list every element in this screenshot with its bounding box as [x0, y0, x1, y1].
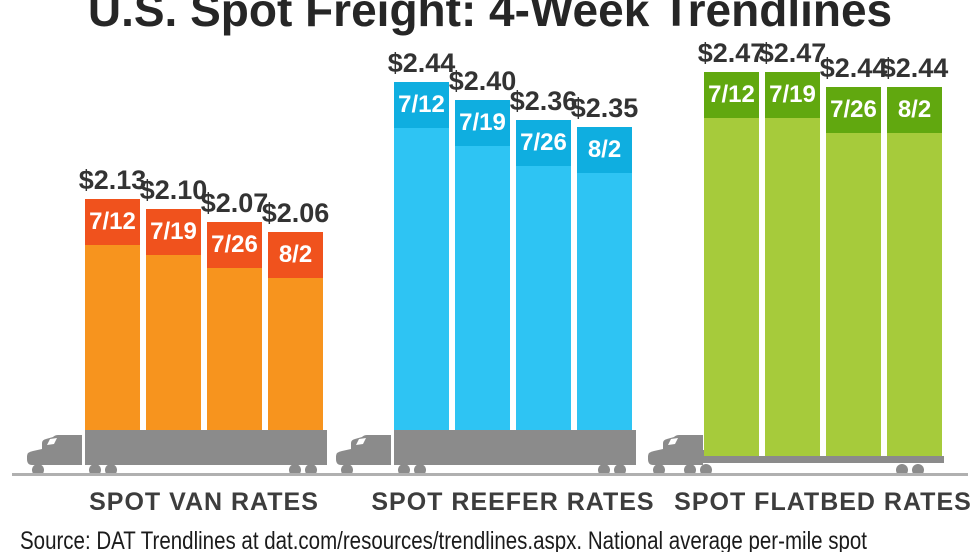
date-band: 8/2: [577, 127, 632, 173]
date-band: 7/19: [146, 209, 201, 255]
flatbed-bar-3: $2.44 7/26: [820, 53, 887, 456]
reefer-bar-4: $2.35 8/2: [571, 93, 638, 430]
value-label: $2.44: [880, 53, 949, 83]
source-note: Source: DAT Trendlines at dat.com/resour…: [20, 527, 867, 552]
value-label: $2.44: [819, 53, 888, 83]
date-band: 7/19: [455, 100, 510, 146]
date-band: 7/12: [704, 72, 759, 118]
van-truck-icon: [27, 430, 327, 476]
van-bar-2: $2.10 7/19: [140, 175, 207, 430]
reefer-bar-3: $2.36 7/26: [510, 86, 577, 430]
date-band: 8/2: [887, 87, 942, 133]
date-band: 7/19: [765, 72, 820, 118]
date-band: 7/26: [826, 87, 881, 133]
date-band: 8/2: [268, 232, 323, 278]
value-label: $2.47: [758, 38, 827, 68]
chart-title: U.S. Spot Freight: 4-Week Trendlines: [87, 0, 893, 36]
group-label-van: SPOT VAN RATES: [89, 488, 319, 516]
reefer-bar-1: $2.44 7/12: [388, 48, 455, 430]
value-label: $2.13: [78, 165, 147, 195]
flatbed-bar-1: $2.47 7/12: [698, 38, 765, 456]
value-label: $2.35: [570, 93, 639, 123]
value-label: $2.40: [448, 66, 517, 96]
van-bar-1: $2.13 7/12: [79, 165, 146, 430]
van-bar-3: $2.07 7/26: [201, 188, 268, 430]
group-label-reefer: SPOT REEFER RATES: [371, 488, 655, 516]
flatbed-truck-icon: [648, 435, 944, 476]
value-label: $2.44: [387, 48, 456, 78]
date-band: 7/12: [394, 82, 449, 128]
reefer-truck-icon: [336, 430, 636, 476]
ground-line: [12, 473, 968, 476]
value-label: $2.10: [139, 175, 208, 205]
value-label: $2.47: [697, 38, 766, 68]
date-band: 7/26: [516, 120, 571, 166]
date-band: 7/12: [85, 199, 140, 245]
group-label-flatbed: SPOT FLATBED RATES: [674, 488, 972, 516]
value-label: $2.07: [200, 188, 269, 218]
value-label: $2.06: [261, 198, 330, 228]
value-label: $2.36: [509, 86, 578, 116]
van-bar-4: $2.06 8/2: [262, 198, 329, 430]
flatbed-bar-2: $2.47 7/19: [759, 38, 826, 456]
flatbed-bar-4: $2.44 8/2: [881, 53, 948, 456]
reefer-bar-2: $2.40 7/19: [449, 66, 516, 430]
date-band: 7/26: [207, 222, 262, 268]
